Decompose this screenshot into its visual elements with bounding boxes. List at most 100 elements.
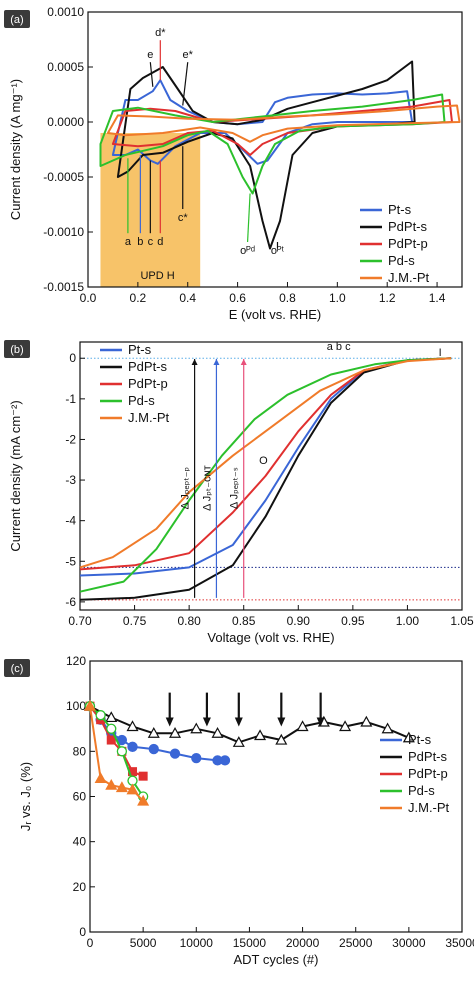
x-tick-label: 0.90 [287, 614, 311, 628]
y-tick-label: -5 [65, 554, 76, 568]
annotation-label: oᴾᵗ [271, 245, 285, 257]
data-point [190, 722, 203, 734]
x-tick-label: 0.85 [232, 614, 256, 628]
x-tick-label: 10000 [180, 936, 214, 950]
delta-marker-arrow [191, 359, 198, 366]
y-tick-label: 0 [69, 351, 76, 365]
y-axis-label: Jᵣ vs. J₀ (%) [18, 762, 33, 831]
x-tick-label: 25000 [339, 936, 373, 950]
x-tick-label: 1.2 [379, 291, 396, 305]
data-point [169, 748, 181, 759]
legend: Pt-s PdPt-s PdPt-p Pd-s J.M.-Pt [100, 342, 170, 425]
panel-1: UPD H (a) 0.0 0.2 0.4 0.6 0.8 1.0 1.2 1.4 -0.0015 -… [4, 5, 463, 322]
x-tick-label: 0.80 [177, 614, 201, 628]
annotation-label: a b c [327, 341, 351, 353]
data-point [147, 727, 160, 738]
data-point [106, 735, 116, 745]
annotation-arrow [246, 193, 251, 243]
x-tick-label: 0.8 [279, 291, 296, 305]
x-tick-label: 1.0 [329, 291, 346, 305]
data-point [105, 711, 118, 723]
y-tick-label: -4 [65, 514, 76, 528]
legend-label: PdPt-p [408, 766, 448, 781]
data-point [169, 727, 182, 738]
data-point [126, 783, 139, 795]
panel-label-text: (a) [10, 14, 23, 26]
x-tick-label: 15000 [233, 936, 267, 950]
data-point [138, 771, 148, 781]
delta-marker-label: Δ Jₚₑₚₜ₋ₚ [180, 467, 192, 510]
data-point [105, 778, 118, 790]
y-tick-label: -0.0015 [43, 280, 84, 294]
data-point [219, 755, 231, 766]
data-point [381, 722, 394, 734]
data-point [275, 733, 288, 745]
series-line-2 [89, 705, 410, 744]
data-point [296, 720, 309, 732]
x-tick-label: 0.95 [341, 614, 365, 628]
upd-region-label: UPD H [140, 270, 174, 282]
legend-label: Pd-s [128, 393, 155, 408]
y-tick-label: 80 [73, 744, 87, 758]
data-point [211, 727, 224, 738]
x-tick-label: 1.4 [429, 291, 446, 305]
data-point [116, 746, 128, 757]
x-tick-label: 30000 [392, 936, 426, 950]
cycle-arrow-head [277, 717, 286, 727]
annotation-label: d [157, 236, 163, 248]
x-tick-label: 0.70 [68, 614, 92, 628]
x-tick-label: 1.00 [396, 614, 420, 628]
panel-label-bg [4, 659, 30, 677]
legend: Pt-s PdPt-s PdPt-p Pd-s J.M.-Pt [360, 202, 430, 285]
y-tick-label: 120 [66, 654, 86, 668]
x-tick-label: 0 [87, 936, 94, 950]
cycle-arrow-head [316, 717, 325, 727]
y-tick-label: 100 [66, 699, 86, 713]
x-tick-label: 0.4 [179, 291, 196, 305]
y-tick-label: -3 [65, 473, 76, 487]
y-tick-label: -0.0005 [43, 170, 84, 184]
x-tick-label: 0.0 [80, 291, 97, 305]
y-tick-label: 0.0010 [47, 5, 84, 19]
data-point [94, 772, 107, 784]
data-point [148, 743, 159, 755]
panel-label: (c) [4, 659, 30, 677]
y-axis-label: Current density (A mg⁻¹) [8, 79, 23, 220]
y-tick-label: 0.0000 [47, 115, 84, 129]
x-axis-label: Voltage (volt vs. RHE) [207, 630, 334, 645]
x-tick-label: 0.75 [123, 614, 147, 628]
legend-label: Pt-s [408, 732, 432, 747]
x-tick-label: 0.6 [229, 291, 246, 305]
panel-label-bg [4, 10, 30, 28]
annotation-label: e* [183, 49, 194, 61]
y-tick-label: 60 [73, 790, 87, 804]
legend-label: J.M.-Pt [408, 800, 450, 815]
data-point [402, 731, 415, 743]
annotation-arrow [149, 62, 154, 87]
legend-label: PdPt-p [128, 376, 168, 391]
cycle-arrow-head [202, 717, 211, 727]
legend-label: Pd-s [388, 253, 415, 268]
data-point [83, 699, 97, 711]
legend-label: Pt-s [388, 202, 412, 217]
annotation-label: c [148, 236, 154, 248]
panel-label-text: (c) [11, 663, 24, 675]
panel-label: (a) [4, 10, 30, 28]
legend-label: PdPt-p [388, 236, 428, 251]
legend-label: PdPt-s [388, 219, 428, 234]
cycle-arrow-head [234, 717, 243, 727]
y-tick-label: -1 [65, 392, 76, 406]
legend-label: PdPt-s [128, 359, 168, 374]
y-tick-label: 0.0005 [47, 60, 84, 74]
delta-marker-label: Δ Jₚₑₚₜ₋ₛ [229, 467, 241, 509]
plot-frame [79, 341, 463, 611]
annotation-label: I [439, 347, 442, 359]
data-point [232, 736, 245, 747]
data-point [115, 781, 128, 793]
annotation-label: e [147, 49, 153, 61]
data-point [339, 720, 352, 732]
y-tick-label: -2 [65, 432, 76, 446]
